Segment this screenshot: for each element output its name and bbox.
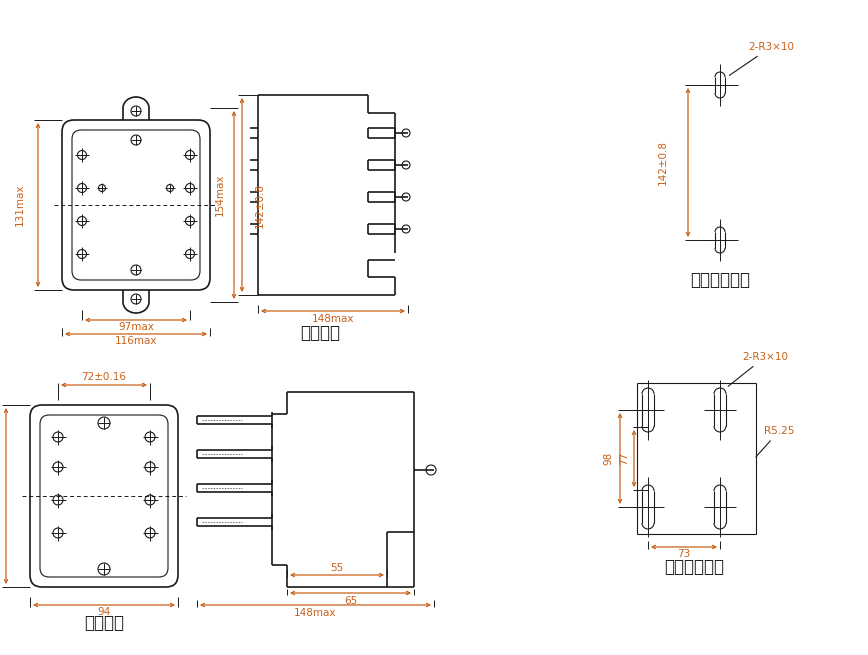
Text: 94: 94 — [97, 607, 110, 617]
Text: 154max: 154max — [215, 174, 225, 216]
Text: R5.25: R5.25 — [756, 426, 794, 457]
Text: 72±0.16: 72±0.16 — [82, 372, 127, 382]
Text: 板前接线: 板前接线 — [300, 324, 340, 342]
Text: 148max: 148max — [312, 314, 354, 324]
Text: 55: 55 — [331, 563, 344, 573]
Text: 116max: 116max — [115, 336, 157, 346]
Text: 2-R3×10: 2-R3×10 — [728, 352, 788, 386]
Text: 142±0.8: 142±0.8 — [658, 140, 668, 185]
Text: 98: 98 — [603, 452, 613, 465]
Text: 148max: 148max — [294, 608, 337, 618]
Text: 板前接线开孔: 板前接线开孔 — [690, 271, 750, 289]
Text: 板后接线: 板后接线 — [84, 614, 124, 632]
Text: 65: 65 — [344, 596, 357, 606]
Text: 2-R3×10: 2-R3×10 — [729, 42, 794, 75]
Text: 77: 77 — [619, 452, 629, 465]
Text: 97max: 97max — [118, 322, 154, 332]
Text: 板后接线开孔: 板后接线开孔 — [664, 558, 724, 576]
Text: 142±0.8: 142±0.8 — [255, 183, 265, 227]
Text: 73: 73 — [677, 549, 691, 559]
Text: 131max: 131max — [15, 184, 25, 226]
